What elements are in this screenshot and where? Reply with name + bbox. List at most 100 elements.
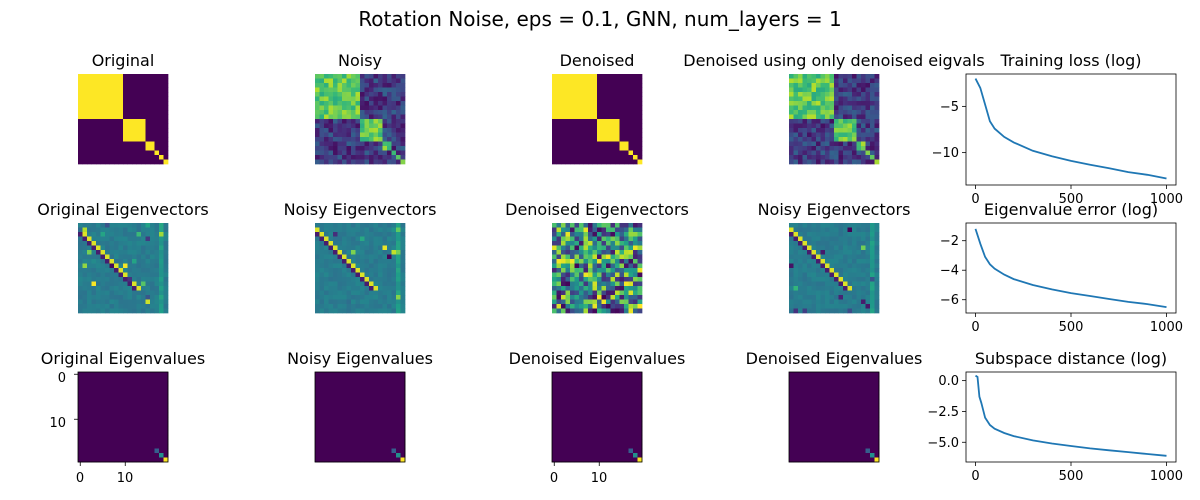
heatmap-cell (811, 457, 817, 463)
heatmap-cell (802, 96, 808, 102)
heatmap-cell (154, 263, 160, 269)
heatmap-cell (87, 119, 92, 124)
heatmap-cell (123, 277, 128, 282)
heatmap-cell (96, 87, 101, 93)
heatmap-cell (793, 241, 799, 246)
heatmap-cell (592, 159, 598, 165)
heatmap-cell (163, 137, 169, 142)
heatmap-cell (328, 408, 334, 413)
heatmap-cell (355, 299, 361, 305)
heatmap-cell (637, 295, 643, 300)
heatmap-cell (838, 403, 844, 409)
heatmap-frame (77, 371, 169, 463)
heatmap-cell (615, 268, 620, 273)
heatmap-cell (820, 83, 826, 88)
heatmap-cell (820, 308, 826, 314)
xtick-label-0: 0 (550, 471, 558, 486)
heatmap-cell (364, 119, 370, 124)
heatmap-cell (382, 426, 388, 431)
heatmap-cell (159, 110, 164, 115)
heatmap-cell (870, 92, 875, 97)
heatmap-cell (96, 295, 101, 300)
heatmap-cell (396, 403, 401, 409)
heatmap-cell (355, 87, 361, 93)
heatmap-cell (315, 444, 320, 449)
heatmap-cell (807, 250, 812, 255)
heatmap-cell (597, 385, 602, 391)
heatmap-cell (87, 417, 92, 422)
heatmap-cell (798, 399, 803, 404)
heatmap-cell (606, 272, 611, 278)
heatmap-cell (874, 304, 880, 309)
heatmap-cell (798, 74, 803, 79)
heatmap-cell (100, 439, 106, 445)
heatmap-cell (355, 128, 361, 133)
heatmap-cell (373, 381, 379, 386)
heatmap-cell (382, 132, 388, 138)
heatmap-cell (838, 87, 844, 93)
heatmap-cell (816, 232, 821, 237)
heatmap-cell (387, 426, 392, 431)
heatmap-cell (355, 394, 361, 400)
heatmap-cell (145, 159, 151, 165)
heatmap-cell (793, 223, 799, 228)
heatmap-cell (570, 277, 575, 282)
heatmap-cell (82, 439, 88, 445)
heatmap-cell (820, 227, 826, 233)
heatmap-cell (798, 128, 803, 133)
heatmap-cell (843, 408, 848, 413)
heatmap-cell (346, 430, 352, 436)
heatmap-cell (400, 92, 406, 97)
heatmap-cell (574, 421, 580, 427)
heatmap-cell (328, 250, 334, 255)
heatmap-cell (583, 245, 589, 251)
heatmap-cell (105, 155, 110, 160)
heatmap-cell (637, 74, 643, 79)
heatmap-cell (874, 150, 880, 156)
heatmap-cell (346, 268, 352, 273)
heatmap-cell (333, 78, 338, 84)
heatmap-cell (96, 92, 101, 97)
heatmap-cell (154, 119, 160, 124)
heatmap-cell (150, 403, 155, 409)
heatmap-cell (856, 376, 862, 382)
heatmap-cell (91, 439, 97, 445)
heatmap-cell (337, 286, 343, 291)
heatmap-cell (601, 96, 607, 102)
heatmap-cell (364, 146, 370, 151)
heatmap-cell (328, 448, 334, 454)
heatmap-cell (838, 232, 844, 237)
heatmap-cell (565, 150, 571, 156)
heatmap-cell (561, 295, 566, 300)
heatmap-cell (324, 390, 329, 395)
heatmap-cell (91, 290, 97, 296)
heatmap-cell (100, 74, 106, 79)
heatmap-cell (843, 417, 848, 422)
heatmap-cell (793, 304, 799, 309)
heatmap-cell (802, 141, 808, 147)
heatmap-cell (91, 263, 97, 269)
heatmap-cell (606, 421, 611, 427)
heatmap-cell (807, 295, 812, 300)
heatmap-cell (843, 444, 848, 449)
heatmap-cell (127, 96, 133, 102)
heatmap-cell (315, 123, 320, 129)
heatmap-cell (606, 295, 611, 300)
heatmap-cell (328, 277, 334, 282)
heatmap-cell (807, 376, 812, 382)
heatmap-cell (118, 87, 124, 93)
heatmap-cell (816, 299, 821, 305)
heatmap-cell (798, 114, 803, 120)
heatmap-cell (400, 146, 406, 151)
heatmap-cell (328, 290, 334, 296)
heatmap-cell (324, 403, 329, 409)
heatmap-cell (114, 114, 119, 120)
heatmap-cell (561, 223, 566, 228)
heatmap-cell (136, 259, 142, 264)
heatmap-cell (315, 141, 320, 147)
heatmap-cell (847, 155, 853, 160)
heatmap-cell (378, 101, 383, 106)
heatmap-cell (373, 241, 379, 246)
heatmap-cell (150, 132, 155, 138)
heatmap-cell (145, 417, 151, 422)
